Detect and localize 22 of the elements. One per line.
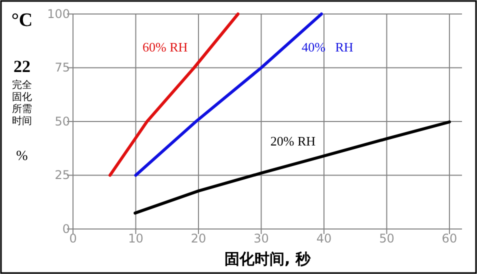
- x-tick-label: 20: [190, 232, 206, 246]
- line-series: [134, 12, 323, 177]
- text: °C: [11, 10, 33, 31]
- text: %: [16, 149, 28, 164]
- y-tick-label: 50: [54, 114, 70, 128]
- x-axis-title: 固化时间, 秒: [224, 250, 312, 268]
- x-tick-label: 60: [442, 232, 458, 246]
- series-label: 60% RH: [142, 39, 188, 54]
- text: 22: [14, 57, 30, 76]
- x-tick-label: 40: [316, 232, 332, 246]
- x-tick-label: 30: [254, 232, 269, 246]
- x-tick-label: 50: [379, 232, 394, 246]
- line-series: [108, 12, 240, 177]
- series-label: 20% RH: [270, 133, 316, 148]
- y-tick-label: 25: [54, 168, 70, 182]
- y-tick-label: 0: [62, 222, 70, 236]
- x-tick-label: 10: [128, 232, 144, 246]
- y-tick-label: 100: [47, 6, 70, 21]
- y-axis-title: 完全固化所需时间: [12, 79, 32, 127]
- line-series: [134, 120, 451, 215]
- y-tick-label: 75: [54, 60, 70, 75]
- series-label: 40% RH: [302, 40, 354, 55]
